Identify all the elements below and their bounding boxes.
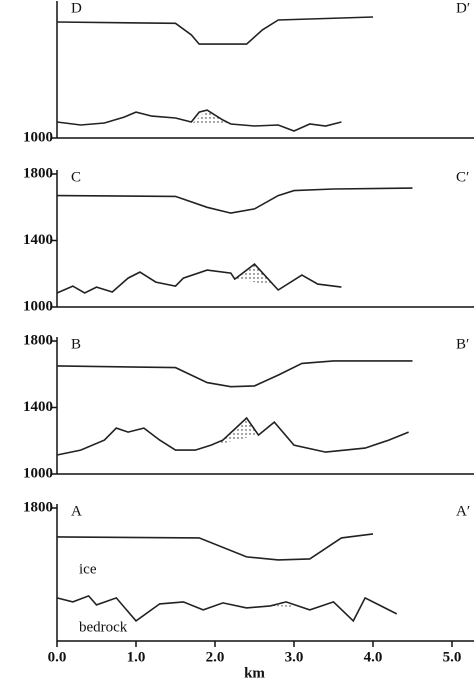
- y-tick-label: 1800: [23, 332, 53, 348]
- x-tick-label: 0.0: [48, 649, 67, 665]
- profile-line: [56, 16, 374, 45]
- profile-line: [56, 187, 413, 214]
- scan-mask: [62, 52, 474, 104]
- y-tick-label: 1000: [23, 129, 53, 145]
- x-tick-label: 5.0: [443, 649, 462, 665]
- shaded-region: [191, 110, 231, 125]
- panel-label-right: B′: [456, 336, 469, 352]
- x-tick-label: 1.0: [127, 649, 146, 665]
- shaded-region: [234, 264, 275, 286]
- series-label: bedrock: [79, 619, 128, 635]
- panel-label-right: D′: [456, 0, 470, 16]
- x-axis-label: km: [244, 665, 265, 680]
- x-tick-label: 2.0: [206, 649, 225, 665]
- profile-line: [56, 263, 342, 294]
- y-tick-label: 1000: [23, 465, 53, 481]
- shaded-region: [270, 601, 294, 607]
- profile-line: [56, 533, 374, 561]
- panel-label-right: A′: [456, 503, 470, 519]
- panel-label: D: [71, 0, 82, 16]
- panels: D D′ 1000 C C′ 1000 1400 1800 B B′ 1000 1400 1800 A A′…: [23, 0, 474, 680]
- profile-line: [56, 594, 398, 623]
- y-tick-label: 1400: [23, 399, 53, 415]
- y-tick-label: 1800: [23, 165, 53, 181]
- panel-label: A: [71, 503, 82, 519]
- x-tick-label: 3.0: [285, 649, 304, 665]
- y-tick-label: 1400: [23, 232, 53, 248]
- panel-label: B: [71, 336, 81, 352]
- profile-line: [56, 416, 409, 456]
- profile-line: [56, 109, 342, 132]
- panel-label-right: C′: [456, 169, 469, 185]
- profile-line: [56, 360, 413, 388]
- panel-label: C: [71, 169, 81, 185]
- y-tick-label: 1000: [23, 298, 53, 314]
- series-label: ice: [79, 561, 97, 577]
- x-tick-label: 4.0: [364, 649, 383, 665]
- y-tick-label: 1800: [23, 499, 53, 515]
